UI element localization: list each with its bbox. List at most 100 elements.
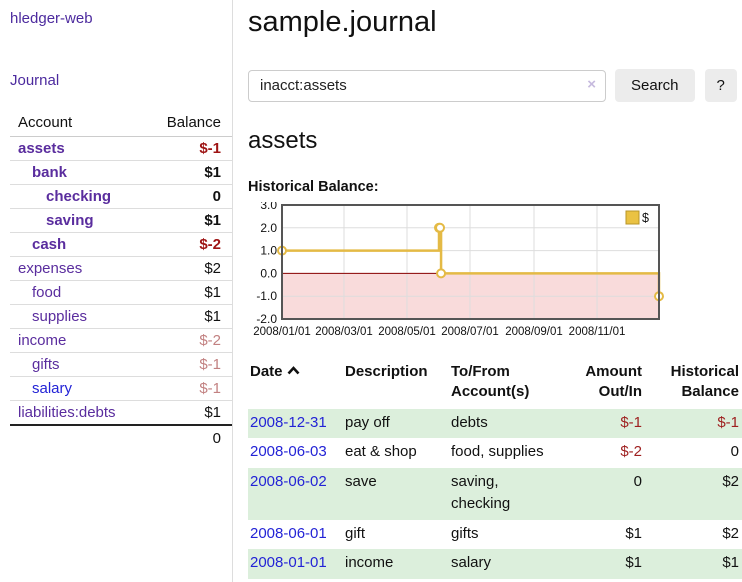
x-tick-label: 2008/01/01: [253, 326, 311, 338]
register-table-body: 2008-12-31 pay off debts $-1 $-1 2008-06-03 ea…: [248, 408, 742, 579]
register-header-row: Date Description To/From Account(s) Amou…: [248, 360, 742, 409]
transaction-balance: $2: [722, 472, 739, 490]
date-link[interactable]: 2008-06-02: [250, 472, 327, 490]
account-link-food[interactable]: food: [32, 284, 62, 301]
transaction-description: save: [345, 472, 377, 490]
transaction-amount: $-2: [620, 443, 642, 460]
transaction-amount: $1: [625, 554, 642, 571]
account-link-liabilities-debts[interactable]: liabilities:debts: [18, 404, 116, 421]
chart-marker: [436, 268, 447, 279]
account-link-supplies[interactable]: supplies: [32, 308, 88, 325]
account-row: saving $1: [10, 208, 232, 233]
x-tick-label: 2008/05/01: [378, 326, 436, 338]
table-row: 2008-01-01 income salary $1 $1: [248, 549, 742, 579]
y-tick-label: 1.0: [260, 244, 277, 258]
account-balance: $1: [141, 208, 232, 233]
x-tick-label: 2008/09/01: [505, 326, 563, 338]
transaction-accounts: salary: [451, 554, 492, 571]
y-tick-label: -1.0: [256, 289, 277, 303]
sidebar-item-journal[interactable]: Journal: [10, 72, 60, 89]
date-link[interactable]: 2008-12-31: [250, 413, 327, 431]
search-input[interactable]: [248, 69, 606, 102]
table-row: 2008-06-03 eat & shop food, supplies $-2 0: [248, 438, 742, 468]
account-balance: $-1: [141, 352, 232, 377]
x-tick-label: 2008/07/01: [441, 326, 499, 338]
accounts-header-row: Account Balance: [10, 110, 232, 137]
accounts-header-balance: Balance: [141, 110, 232, 137]
accounts-total-value: 0: [141, 424, 232, 450]
account-row: food $1: [10, 280, 232, 305]
account-link-gifts[interactable]: gifts: [32, 356, 60, 373]
account-row: cash $-2: [10, 232, 232, 257]
account-row: gifts $-1: [10, 352, 232, 377]
transaction-amount: 0: [633, 472, 642, 490]
x-tick-label: 2008/03/01: [315, 326, 373, 338]
table-row: 2008-06-01 gift gifts $1 $2: [248, 520, 742, 550]
account-link-saving[interactable]: saving: [46, 212, 94, 229]
chart-marker: [435, 222, 446, 233]
account-row: income $-2: [10, 328, 232, 353]
transaction-accounts: saving, checking: [451, 472, 511, 513]
transaction-description: pay off: [345, 413, 390, 431]
account-link-bank[interactable]: bank: [32, 164, 68, 181]
account-balance: $2: [141, 256, 232, 281]
date-link[interactable]: 2008-01-01: [250, 554, 327, 571]
transaction-accounts: gifts: [451, 524, 479, 542]
account-link-cash[interactable]: cash: [32, 236, 67, 253]
transaction-accounts: food, supplies: [451, 443, 544, 460]
account-balance: $1: [141, 304, 232, 329]
table-row: 2008-06-02 save saving, checking 0 $2: [248, 467, 742, 520]
account-row: expenses $2: [10, 256, 232, 281]
accounts-table-body: assets $-1 bank $1 checking 0 saving $1 cash $-2 e…: [10, 137, 232, 425]
register-header-date[interactable]: Date: [248, 360, 343, 409]
account-heading: assets: [248, 127, 318, 154]
date-link[interactable]: 2008-06-01: [250, 524, 327, 542]
register-header-accounts: To/From Account(s): [451, 363, 530, 401]
y-tick-label: 3.0: [260, 202, 277, 212]
account-balance: $1: [141, 400, 232, 425]
date-link[interactable]: 2008-06-03: [250, 443, 327, 460]
search-form: × Search ?: [248, 69, 742, 102]
account-link-checking[interactable]: checking: [46, 188, 112, 205]
table-row: 2008-12-31 pay off debts $-1 $-1: [248, 408, 742, 438]
account-link-assets[interactable]: assets: [18, 140, 65, 157]
account-row: checking 0: [10, 184, 232, 209]
account-row: assets $-1: [10, 137, 232, 161]
account-balance: 0: [141, 184, 232, 209]
account-link-income[interactable]: income: [18, 332, 67, 349]
account-balance: $-1: [141, 376, 232, 401]
sidebar: hledger-web Journal Account Balance asse…: [0, 0, 233, 582]
transaction-accounts: debts: [451, 413, 488, 431]
search-button[interactable]: Search: [615, 69, 695, 102]
register-header-balance: Historical Balance: [670, 363, 739, 401]
account-row: liabilities:debts $1: [10, 400, 232, 425]
chart-title: Historical Balance:: [248, 179, 379, 195]
accounts-header-account: Account: [10, 110, 142, 137]
y-tick-label: 2.0: [260, 221, 277, 235]
transaction-description: gift: [345, 524, 366, 542]
transaction-balance: $-1: [717, 413, 739, 431]
app-brand-link[interactable]: hledger-web: [10, 10, 93, 27]
account-link-salary[interactable]: salary: [32, 380, 73, 397]
account-balance: $-2: [141, 232, 232, 257]
help-button[interactable]: ?: [704, 69, 737, 102]
account-row: bank $1: [10, 160, 232, 185]
chart-border: [281, 204, 660, 320]
register-header-description: Description: [345, 363, 428, 380]
accounts-table: Account Balance assets $-1 bank $1 checking 0…: [10, 110, 232, 450]
legend-label: $: [642, 211, 649, 225]
transaction-description: eat & shop: [345, 443, 417, 460]
legend-swatch: [625, 210, 640, 225]
account-link-expenses[interactable]: expenses: [18, 260, 83, 277]
clear-search-icon[interactable]: ×: [587, 75, 596, 93]
transaction-description: income: [345, 554, 394, 571]
account-balance: $-1: [199, 140, 221, 157]
account-row: supplies $1: [10, 304, 232, 329]
transaction-amount: $-1: [620, 413, 642, 431]
transaction-balance: $1: [722, 554, 739, 571]
account-balance: $1: [141, 280, 232, 305]
account-balance: $-2: [141, 328, 232, 353]
register-table: Date Description To/From Account(s) Amou…: [248, 360, 742, 579]
register-header-amount: Amount Out/In: [585, 363, 642, 401]
